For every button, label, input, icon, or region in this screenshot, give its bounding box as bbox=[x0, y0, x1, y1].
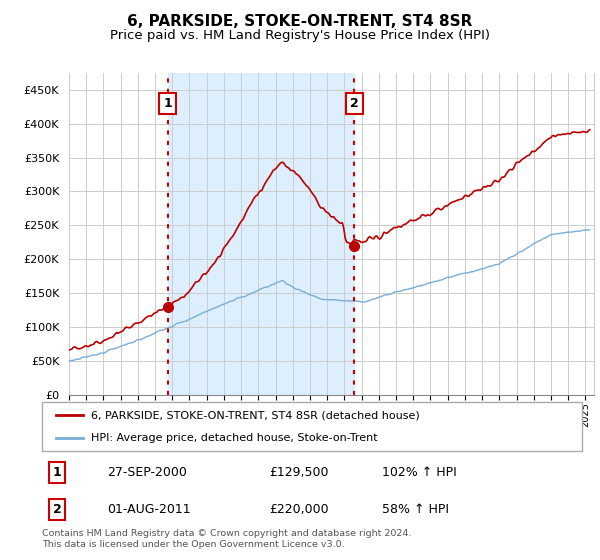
Text: £220,000: £220,000 bbox=[269, 502, 328, 516]
Text: 102% ↑ HPI: 102% ↑ HPI bbox=[382, 465, 457, 479]
Text: 27-SEP-2000: 27-SEP-2000 bbox=[107, 465, 187, 479]
Text: 6, PARKSIDE, STOKE-ON-TRENT, ST4 8SR (detached house): 6, PARKSIDE, STOKE-ON-TRENT, ST4 8SR (de… bbox=[91, 410, 419, 421]
Text: Price paid vs. HM Land Registry's House Price Index (HPI): Price paid vs. HM Land Registry's House … bbox=[110, 29, 490, 42]
Text: Contains HM Land Registry data © Crown copyright and database right 2024.
This d: Contains HM Land Registry data © Crown c… bbox=[42, 529, 412, 549]
Bar bbox=[168, 73, 355, 395]
Text: 1: 1 bbox=[53, 465, 61, 479]
Text: 58% ↑ HPI: 58% ↑ HPI bbox=[382, 502, 449, 516]
FancyBboxPatch shape bbox=[42, 402, 582, 451]
Text: 01-AUG-2011: 01-AUG-2011 bbox=[107, 502, 190, 516]
Text: 2: 2 bbox=[350, 97, 359, 110]
Text: 6, PARKSIDE, STOKE-ON-TRENT, ST4 8SR: 6, PARKSIDE, STOKE-ON-TRENT, ST4 8SR bbox=[127, 14, 473, 29]
Text: £129,500: £129,500 bbox=[269, 465, 328, 479]
Text: HPI: Average price, detached house, Stoke-on-Trent: HPI: Average price, detached house, Stok… bbox=[91, 433, 377, 443]
Text: 2: 2 bbox=[53, 502, 61, 516]
Text: 1: 1 bbox=[163, 97, 172, 110]
